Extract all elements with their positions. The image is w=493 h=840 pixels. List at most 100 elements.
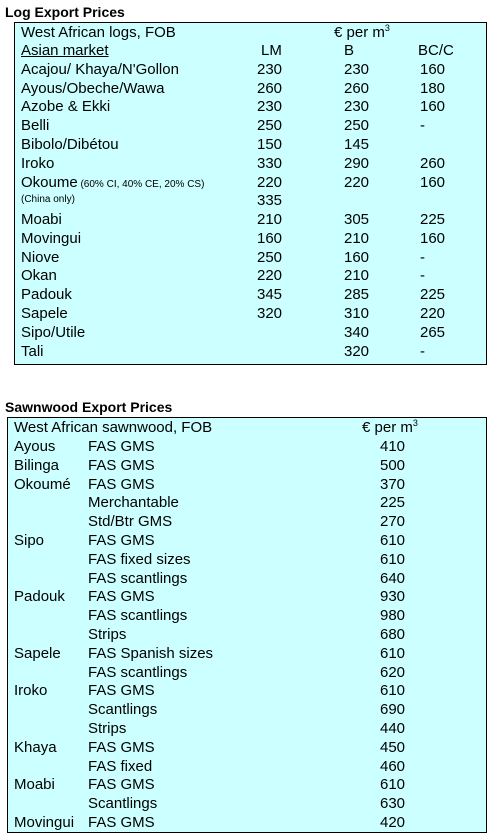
sawn-row-grade: FAS GMS — [88, 588, 155, 606]
log-row-name: Okoume (60% CI, 40% CE, 20% CS) — [21, 174, 205, 191]
sawn-header-unit: € per m3 — [362, 418, 418, 436]
log-header-unit: € per m3 — [334, 23, 390, 41]
log-row-b: 160 — [344, 249, 370, 266]
log-row-b: 290 — [344, 155, 370, 172]
log-row-bcc: 160 — [420, 230, 446, 247]
log-row-b: 230 — [344, 98, 370, 115]
sawn-row-grade: FAS scantlings — [88, 607, 188, 625]
log-row-bcc: 220 — [420, 305, 446, 322]
sawn-row-grade: FAS fixed sizes — [88, 550, 191, 568]
sawn-row-grade: Scantlings — [88, 701, 158, 719]
sawn-row-price: 450 — [380, 738, 406, 756]
sawn-row-price: 610 — [380, 682, 406, 700]
log-row-name: Sapele — [21, 305, 68, 322]
sawn-table-title: Sawnwood Export Prices — [5, 399, 173, 415]
sawn-row-species: Sipo — [14, 532, 45, 549]
sawn-row-price: 980 — [380, 607, 406, 625]
log-market-label: Asian market — [21, 42, 109, 59]
log-col-lm: LM — [261, 42, 282, 59]
log-row-name: Bibolo/Dibétou — [21, 136, 119, 153]
sawn-row-price: 500 — [380, 456, 406, 474]
log-col-b: B — [344, 42, 355, 59]
log-row-b: 305 — [344, 211, 370, 228]
log-row-lm: 220 — [257, 267, 283, 284]
log-row-b: 340 — [344, 324, 370, 341]
sawn-row-grade: FAS scantlings — [88, 663, 188, 681]
log-row-bcc: - — [420, 117, 425, 134]
log-row-lm: 230 — [257, 61, 283, 78]
sawn-row-price: 460 — [380, 757, 406, 775]
log-row-name: Moabi — [21, 211, 62, 228]
log-row-name: Iroko — [21, 155, 55, 172]
sawn-row-species: Okoumé — [14, 475, 71, 493]
log-row-lm: 320 — [257, 305, 283, 322]
sawn-row-price: 270 — [380, 513, 406, 531]
log-row-lm: 335 — [257, 192, 283, 209]
sawn-row-price: 610 — [380, 532, 406, 549]
log-row-lm: 345 — [257, 286, 283, 303]
log-row-lm: 250 — [257, 117, 283, 134]
sawn-header-left: West African sawnwood, FOB — [14, 419, 213, 436]
sawn-row-grade: Strips — [88, 720, 127, 737]
log-row-bcc: 225 — [420, 286, 446, 303]
log-row-name: Acajou/ Khaya/N'Gollon — [21, 61, 179, 78]
log-row-name: Tali — [21, 343, 44, 360]
log-row-b: 210 — [344, 267, 370, 284]
sawn-row-species: Bilinga — [14, 456, 60, 474]
log-row-name: Belli — [21, 117, 50, 134]
log-row-b: 310 — [344, 305, 370, 322]
log-row-lm: 220 — [257, 174, 283, 191]
sawn-row-grade: FAS GMS — [88, 814, 155, 831]
log-row-bcc: 160 — [420, 174, 446, 191]
sawn-row-price: 690 — [380, 701, 406, 719]
sawn-row-species: Movingui — [14, 814, 75, 831]
log-row-bcc: - — [420, 249, 425, 266]
log-row-bcc: - — [420, 267, 425, 284]
sawn-row-price: 610 — [380, 776, 406, 794]
sawn-row-grade: FAS GMS — [88, 475, 155, 493]
log-row-name: Ayous/Obeche/Wawa — [21, 80, 165, 97]
sawn-row-price: 640 — [380, 569, 406, 587]
log-header-left: West African logs, FOB — [21, 24, 176, 41]
sawn-row-grade: FAS GMS — [88, 532, 155, 549]
sawn-row-grade: Std/Btr GMS — [88, 513, 173, 531]
sawn-row-price: 620 — [380, 663, 406, 681]
sawn-row-grade: FAS GMS — [88, 456, 155, 474]
sawn-row-price: 930 — [380, 588, 406, 606]
log-row-name: Padouk — [21, 286, 72, 303]
log-table-title: Log Export Prices — [5, 4, 125, 20]
log-row-bcc: 260 — [420, 155, 446, 172]
log-row-bcc: 180 — [420, 80, 446, 97]
log-row-lm: 230 — [257, 98, 283, 115]
log-row-name: (China only) — [21, 194, 75, 205]
log-row-name-note: (60% CI, 40% CE, 20% CS) — [77, 179, 205, 190]
sawn-row-price: 440 — [380, 720, 406, 737]
log-row-lm: 150 — [257, 136, 283, 153]
log-row-lm: 250 — [257, 249, 283, 266]
log-row-b: 220 — [344, 174, 370, 191]
sawn-row-grade: Merchantable — [88, 494, 179, 512]
sawn-row-species: Moabi — [14, 776, 55, 794]
log-table: West African logs, FOB € per m3 Asian ma… — [14, 22, 487, 365]
sawn-row-grade: Scantlings — [88, 795, 158, 813]
sawn-row-species: Ayous — [14, 438, 56, 455]
sawn-row-grade: FAS GMS — [88, 738, 155, 756]
log-row-lm: 210 — [257, 211, 283, 228]
sawn-row-grade: FAS GMS — [88, 438, 155, 455]
sawn-row-grade: FAS scantlings — [88, 569, 188, 587]
log-row-bcc: 225 — [420, 211, 446, 228]
log-row-name: Movingui — [21, 230, 82, 247]
sawn-row-price: 680 — [380, 626, 406, 643]
log-row-name: Okan — [21, 267, 57, 284]
sawn-row-price: 420 — [380, 814, 406, 831]
log-row-b: 260 — [344, 80, 370, 97]
log-row-name: Niove — [21, 249, 60, 266]
log-row-lm: 260 — [257, 80, 283, 97]
log-row-lm: 330 — [257, 155, 283, 172]
sawn-row-species: Sapele — [14, 644, 61, 662]
log-row-b: 250 — [344, 117, 370, 134]
sawn-row-grade: FAS fixed — [88, 757, 153, 775]
sawn-row-grade: Strips — [88, 626, 127, 643]
log-row-b: 230 — [344, 61, 370, 78]
sawn-row-grade: FAS GMS — [88, 682, 155, 700]
